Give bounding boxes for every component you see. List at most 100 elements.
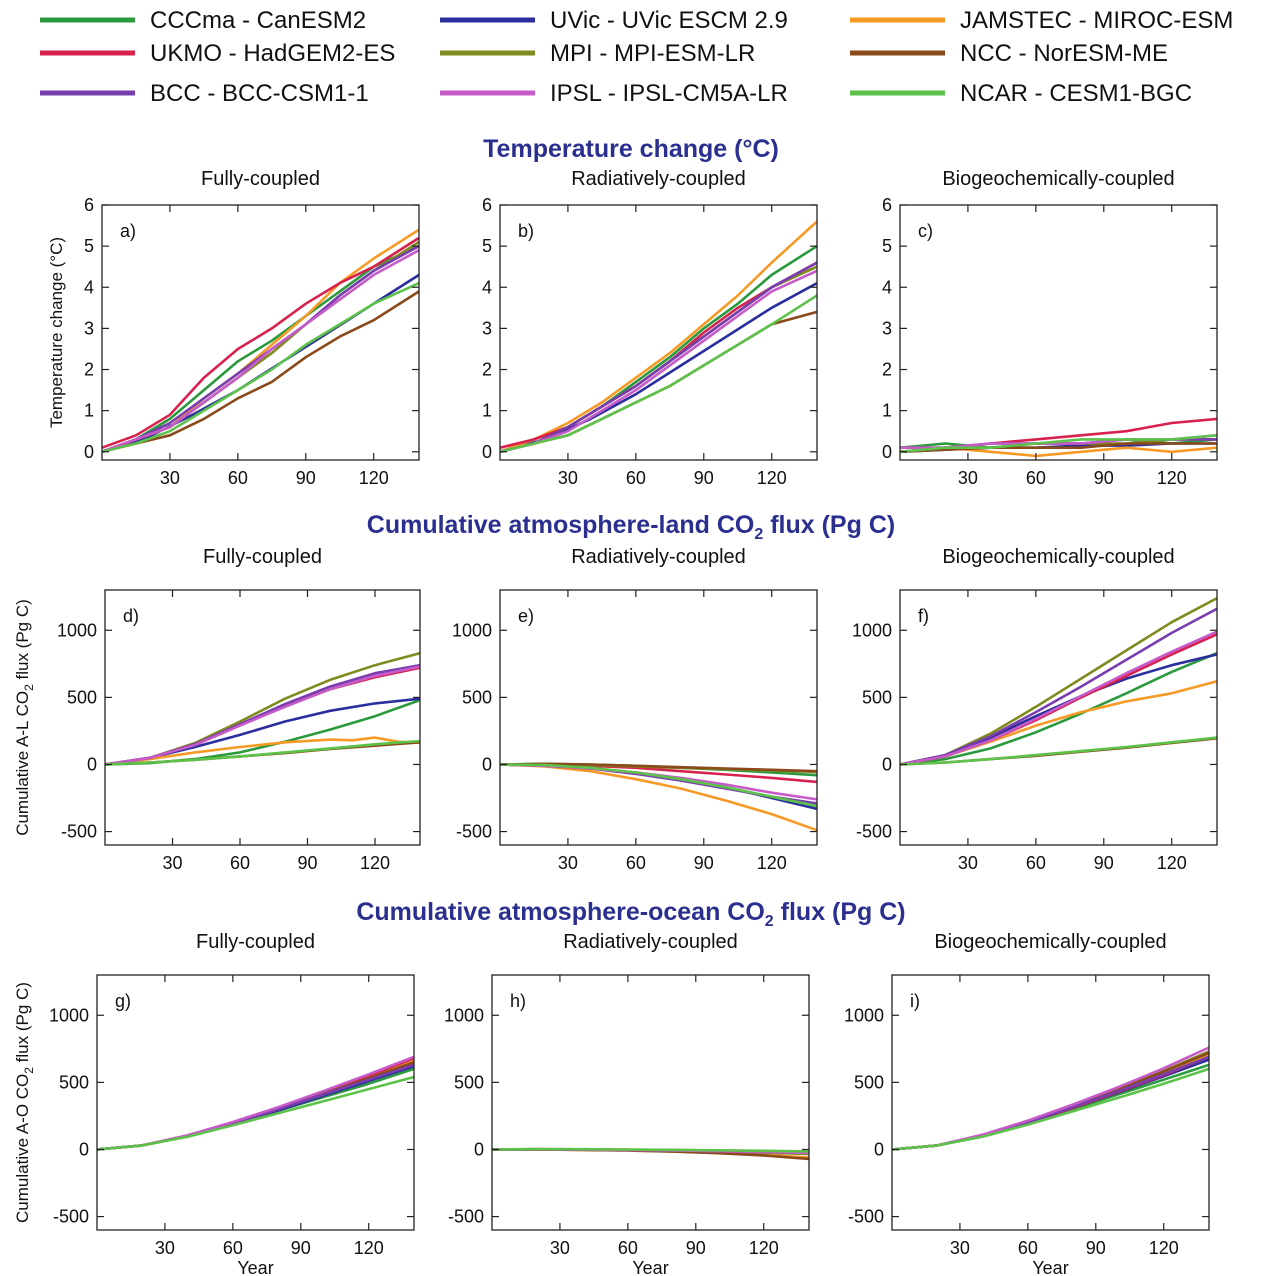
panel-letter: i) <box>910 991 920 1011</box>
section-title: Temperature change (°C) <box>483 135 779 163</box>
x-tick-label: 30 <box>950 1238 970 1258</box>
plot-frame <box>499 589 818 846</box>
x-tick-label: 120 <box>749 1238 779 1258</box>
section-title: Cumulative atmosphere-ocean CO2 flux (Pg… <box>356 898 905 930</box>
y-tick-label: 2 <box>482 360 492 380</box>
y-axis-label-main: Cumulative A-O CO <box>13 1074 32 1223</box>
panel-title: Biogeochemically-coupled <box>934 931 1166 953</box>
y-tick-label: -500 <box>53 1207 89 1227</box>
y-tick-label: 6 <box>882 195 892 215</box>
series-line <box>900 607 1217 766</box>
x-tick-label: 60 <box>626 853 646 873</box>
chart-panel: Radiatively-coupled 30 60 90 120 -500 0 500 1000… <box>444 931 810 1276</box>
panel-letter: b) <box>518 221 534 241</box>
legend-entry: NCC - NorESM-ME <box>850 40 1168 67</box>
y-tick-label: 3 <box>482 318 492 338</box>
x-tick-label: 60 <box>1018 1238 1038 1258</box>
y-tick-label: -500 <box>848 1207 884 1227</box>
y-tick-label: 3 <box>84 318 94 338</box>
y-tick-label: -500 <box>456 822 492 842</box>
x-tick-label: 30 <box>160 468 180 488</box>
x-tick-label: 60 <box>230 853 250 873</box>
x-tick-label: 120 <box>1157 468 1187 488</box>
x-tick-label: 90 <box>686 1238 706 1258</box>
legend: CCCma - CanESM2 UVic - UVic ESCM 2.9 JAMST… <box>40 7 1233 107</box>
chart-panel: Biogeochemically-coupled 30 60 90 120 -500 0 50… <box>852 546 1218 873</box>
panel-letter: h) <box>510 991 526 1011</box>
x-tick-label: 30 <box>558 468 578 488</box>
plot-frame <box>899 204 1218 461</box>
panel-title: Radiatively-coupled <box>571 546 746 568</box>
y-tick-label: -500 <box>448 1207 484 1227</box>
legend-label: IPSL - IPSL-CM5A-LR <box>550 80 788 107</box>
x-tick-label: 60 <box>626 468 646 488</box>
series-line <box>500 244 817 454</box>
y-tick-label: 0 <box>79 1139 89 1159</box>
y-axis-label-tail: flux (Pg C) <box>13 599 32 684</box>
x-tick-label: 90 <box>291 1238 311 1258</box>
series-line <box>102 236 419 450</box>
legend-label: NCAR - CESM1-BGC <box>960 80 1192 107</box>
series-line <box>500 269 817 454</box>
series-line <box>97 1055 414 1151</box>
series-line <box>892 1067 1209 1151</box>
legend-entry: MPI - MPI-ESM-LR <box>440 40 755 67</box>
x-tick-label: 30 <box>958 853 978 873</box>
x-tick-label: 120 <box>359 468 389 488</box>
y-tick-label: 6 <box>84 195 94 215</box>
x-tick-label: 120 <box>1157 853 1187 873</box>
y-tick-label: 1000 <box>452 620 492 640</box>
y-tick-label: 5 <box>84 236 94 256</box>
panel-title: Fully-coupled <box>196 931 315 953</box>
x-tick-label: 30 <box>550 1238 570 1258</box>
series-group <box>102 228 419 454</box>
panel-title: Biogeochemically-coupled <box>942 546 1174 568</box>
x-tick-label: 60 <box>1026 853 1046 873</box>
plot-frame <box>491 974 810 1231</box>
section-title-main: Temperature change (°C) <box>483 135 779 163</box>
panel-letter: d) <box>123 606 139 626</box>
series-line <box>900 630 1217 766</box>
panel-title: Radiatively-coupled <box>571 168 746 190</box>
x-tick-label: 60 <box>223 1238 243 1258</box>
series-group <box>500 220 817 454</box>
plot-frame <box>104 589 421 846</box>
y-tick-label: 5 <box>482 236 492 256</box>
x-tick-label: 90 <box>1094 468 1114 488</box>
y-tick-label: 0 <box>482 754 492 774</box>
section-title-subscript: 2 <box>765 913 774 930</box>
x-tick-label: 90 <box>1094 853 1114 873</box>
y-tick-label: 0 <box>882 754 892 774</box>
x-tick-label: 120 <box>354 1238 384 1258</box>
y-tick-label: 4 <box>882 277 892 297</box>
y-tick-label: 0 <box>874 1139 884 1159</box>
x-tick-label: 60 <box>228 468 248 488</box>
series-line <box>97 1075 414 1151</box>
y-tick-label: 500 <box>454 1072 484 1092</box>
section-title-tail: flux (Pg C) <box>774 898 906 926</box>
chart-panel: Fully-coupled 30 60 90 120 0 1 2 3 4 5 6 a) Temperatu… <box>47 168 420 488</box>
section-title-main: Cumulative atmosphere-land CO <box>367 511 755 539</box>
series-group <box>97 1055 414 1151</box>
y-tick-label: 2 <box>882 360 892 380</box>
y-tick-label: 0 <box>87 754 97 774</box>
y-tick-label: 500 <box>862 687 892 707</box>
y-tick-label: 1 <box>882 401 892 421</box>
chart-panel: Fully-coupled 30 60 90 120 -500 0 500 1000 d) Cumu… <box>13 546 421 873</box>
series-group <box>900 417 1217 458</box>
x-tick-label: 90 <box>694 853 714 873</box>
series-line <box>900 442 1217 454</box>
y-tick-label: 500 <box>67 687 97 707</box>
x-tick-label: 120 <box>757 468 787 488</box>
y-tick-label: 6 <box>482 195 492 215</box>
series-line <box>500 762 817 773</box>
series-group <box>500 762 817 832</box>
legend-label: NCC - NorESM-ME <box>960 40 1168 67</box>
section-title: Cumulative atmosphere-land CO2 flux (Pg … <box>367 511 895 543</box>
y-tick-label: -500 <box>61 822 97 842</box>
series-line <box>500 261 817 454</box>
series-group <box>900 596 1217 766</box>
series-line <box>900 736 1217 766</box>
series-line <box>892 1046 1209 1151</box>
series-line <box>892 1050 1209 1151</box>
